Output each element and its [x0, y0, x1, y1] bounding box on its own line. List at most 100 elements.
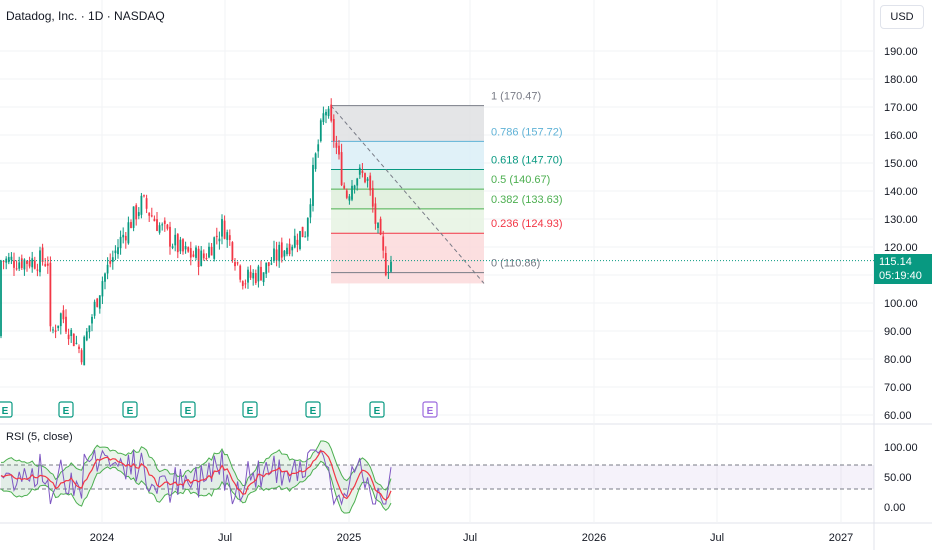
candle-body — [270, 263, 273, 265]
time-tick-label: 2026 — [582, 532, 606, 544]
price-tick-label: 90.00 — [884, 326, 912, 338]
fib-level-label: 0.786 (157.72) — [491, 126, 563, 138]
candle-body — [215, 235, 218, 238]
earnings-letter: E — [427, 406, 434, 417]
price-tick-label: 160.00 — [884, 130, 918, 142]
candle-body — [286, 247, 288, 255]
rsi-bb-lower — [0, 460, 392, 514]
candle-body — [122, 234, 125, 238]
earnings-letter: E — [63, 406, 70, 417]
earnings-marker: E — [369, 401, 385, 418]
rsi-tick-label: 0.00 — [884, 502, 905, 514]
candle-body — [119, 236, 122, 249]
fib-level-label: 0.5 (140.67) — [491, 174, 550, 186]
candle-body — [0, 260, 2, 337]
fib-level-label: 1 (170.47) — [491, 91, 541, 103]
candle-body — [283, 250, 286, 257]
candle-body — [127, 222, 130, 244]
earnings-marker: E — [122, 401, 138, 418]
candle-body — [15, 268, 18, 270]
time-tick-label: Jul — [710, 532, 724, 544]
candle-body — [280, 242, 283, 258]
candle-body — [135, 205, 138, 220]
price-tick-label: 190.00 — [884, 46, 918, 58]
candle-body — [93, 301, 96, 316]
candle-body — [140, 195, 143, 215]
candle-body — [358, 167, 361, 175]
fib-zone — [331, 189, 484, 209]
candle-body — [390, 261, 392, 272]
candle-body — [91, 316, 93, 324]
candle-body — [275, 249, 278, 261]
candle-body — [62, 310, 65, 320]
candle-body — [257, 266, 260, 282]
earnings-marker: E — [242, 401, 258, 418]
candle-body — [78, 346, 80, 349]
candle-body — [28, 260, 31, 267]
candle-body — [39, 250, 41, 273]
candle-body — [46, 263, 49, 266]
time-tick-label: 2024 — [90, 532, 114, 544]
candle-body — [114, 250, 117, 254]
candle-body — [384, 253, 387, 276]
candle-body — [278, 244, 281, 262]
candle-body — [267, 262, 270, 267]
earnings-badge — [305, 401, 321, 418]
candle-body — [304, 236, 307, 238]
candle-body — [231, 242, 234, 261]
candle-body — [184, 246, 187, 250]
candle-body — [143, 195, 145, 197]
fib-zone — [331, 272, 484, 284]
candle-body — [57, 325, 60, 329]
price-tick-label: 60.00 — [884, 410, 912, 422]
candle-body — [252, 273, 255, 279]
candle-body — [20, 258, 23, 268]
candle-body — [200, 250, 203, 267]
currency-button[interactable]: USD — [880, 5, 924, 29]
fib-zone — [331, 105, 484, 142]
candle-body — [13, 260, 15, 268]
candle-body — [291, 246, 294, 251]
candle-body — [72, 333, 75, 347]
fib-zone — [331, 141, 484, 170]
candle-body — [10, 256, 13, 260]
candle-body — [36, 269, 39, 271]
candle-body — [176, 234, 179, 253]
earnings-letter: E — [247, 406, 254, 417]
candle-body — [377, 222, 379, 229]
candle-body — [361, 170, 364, 173]
earnings-marker: E — [58, 401, 74, 418]
earnings-badge — [58, 401, 74, 418]
fib-zone — [331, 169, 484, 190]
candle-body — [132, 206, 135, 228]
candle-body — [351, 185, 353, 200]
candle-body — [247, 269, 249, 283]
candle-body — [166, 224, 169, 229]
candle-body — [228, 235, 231, 240]
candle-body — [124, 235, 127, 241]
rsi-line — [0, 449, 392, 506]
candle-body — [293, 235, 296, 248]
candle-body — [169, 226, 171, 247]
rsi-title: RSI (5, close) — [6, 431, 73, 443]
earnings-marker: E — [305, 401, 321, 418]
candle-body — [158, 225, 161, 233]
fib-zone — [331, 208, 484, 234]
rsi-tick-label: 100.00 — [884, 442, 918, 454]
fib-level-label: 0 (110.86) — [491, 258, 540, 270]
candle-body — [41, 247, 44, 262]
candle-body — [137, 212, 140, 216]
candle-body — [49, 262, 52, 327]
candle-body — [356, 178, 359, 186]
candle-body — [299, 231, 301, 249]
candle-body — [330, 104, 333, 121]
candle-body — [273, 248, 275, 261]
candle-body — [325, 111, 327, 116]
candle-body — [96, 298, 99, 307]
candle-body — [75, 342, 78, 344]
candle-body — [148, 212, 151, 216]
candle-body — [260, 266, 262, 281]
candle-body — [262, 272, 265, 283]
